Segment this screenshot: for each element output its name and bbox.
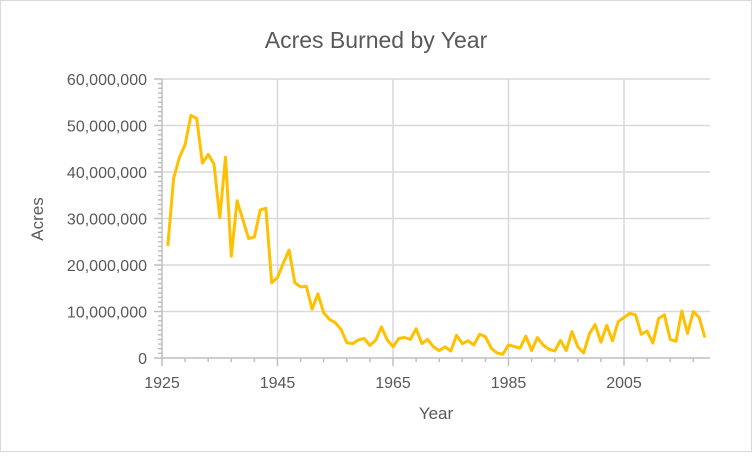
x-tick-label: 1985 [491, 375, 527, 392]
y-tick-label: 40,000,000 [67, 165, 147, 182]
y-tick-label: 30,000,000 [67, 212, 147, 229]
axes [154, 79, 710, 366]
x-tick-label: 2005 [606, 375, 642, 392]
y-tick-label: 0 [138, 351, 147, 368]
x-tick-label: 1945 [260, 375, 296, 392]
y-axis-label: Acres [28, 197, 47, 240]
y-tick-label: 10,000,000 [67, 305, 147, 322]
y-tick-label: 60,000,000 [67, 72, 147, 89]
y-tick-label: 50,000,000 [67, 119, 147, 136]
x-axis-label: Year [419, 404, 454, 423]
y-tick-label: 20,000,000 [67, 258, 147, 275]
x-tick-labels: 1925 1945 1965 1985 2005 [144, 375, 642, 392]
y-tick-labels: 0 10,000,000 20,000,000 30,000,000 40,000,00… [67, 72, 147, 368]
x-tick-label: 1965 [375, 375, 411, 392]
x-tick-label: 1925 [144, 375, 180, 392]
chart-title: Acres Burned by Year [265, 27, 488, 53]
